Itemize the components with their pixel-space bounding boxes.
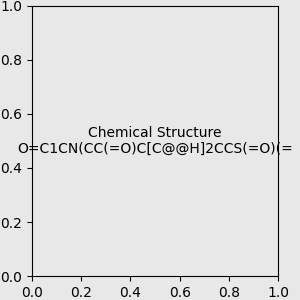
Text: Chemical Structure
O=C1CN(CC(=O)C[C@@H]2CCS(=O)(=: Chemical Structure O=C1CN(CC(=O)C[C@@H]2… [17, 126, 293, 156]
